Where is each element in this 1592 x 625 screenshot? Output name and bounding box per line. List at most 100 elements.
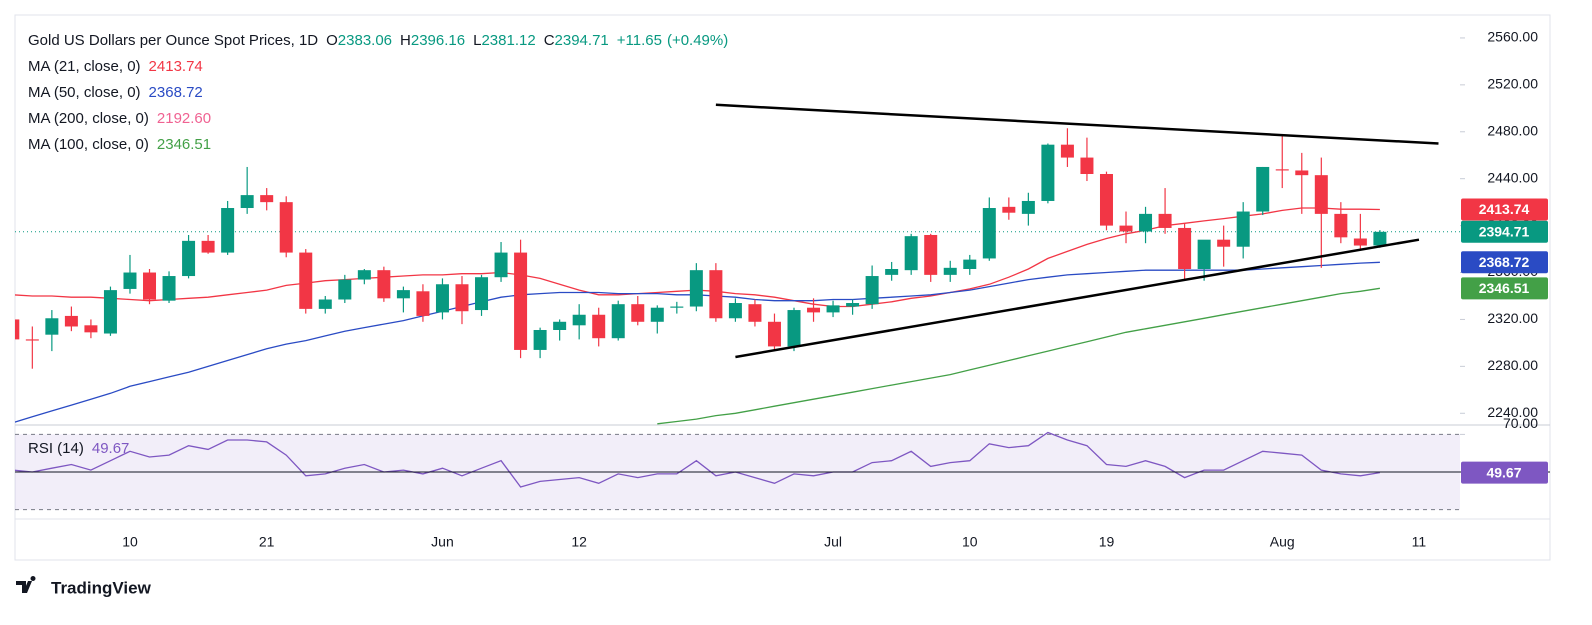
change-pct: (+0.49%) xyxy=(667,32,728,49)
candle-body xyxy=(1002,206,1016,213)
legend-entry: MA (100, close, 0) 2346.51 xyxy=(28,136,211,153)
candle-body xyxy=(279,202,293,253)
y-tick-label: 2560.00 xyxy=(1487,29,1538,45)
close-value: 2394.71 xyxy=(555,32,609,49)
legend-name: MA (200, close, 0) xyxy=(28,110,149,127)
y-tick-label: 2240.00 xyxy=(1487,404,1538,420)
candle-body xyxy=(748,304,762,322)
candle-body xyxy=(1197,239,1211,270)
candle-body xyxy=(435,284,449,313)
candle-body xyxy=(592,314,606,339)
candle-body xyxy=(377,270,391,299)
watermark: TradingView xyxy=(51,578,152,597)
x-tick-label: 10 xyxy=(962,534,978,550)
candle-body xyxy=(924,234,938,275)
rsi-tick-label: 70.00 xyxy=(1503,415,1538,431)
legend-name: MA (100, close, 0) xyxy=(28,136,149,153)
candle-body xyxy=(1236,211,1250,247)
candle-body xyxy=(807,307,821,313)
y-tick-label: 2280.00 xyxy=(1487,357,1538,373)
x-tick-label: 10 xyxy=(122,534,138,550)
legend-value: 2192.60 xyxy=(157,110,211,127)
change: +11.65 xyxy=(617,32,662,49)
candle-body xyxy=(1295,170,1309,176)
high-value: 2396.16 xyxy=(411,32,465,49)
candle-body xyxy=(299,252,313,309)
candle-body xyxy=(143,272,157,300)
rsi-legend: RSI (14) 49.67 xyxy=(28,440,129,457)
candle-body xyxy=(1139,213,1153,232)
overlay: 2240.002280.002320.002360.002400.002440.… xyxy=(15,29,1550,484)
candle-body xyxy=(318,299,332,309)
low-label: L xyxy=(473,32,481,49)
legend: MA (21, close, 0) 2413.74 MA (50, close, 0… xyxy=(28,58,211,153)
candle-body xyxy=(611,304,625,339)
candle-body xyxy=(885,269,899,275)
close-label: C xyxy=(544,32,555,49)
candle-body xyxy=(260,195,274,203)
candle-body xyxy=(904,236,918,271)
candle-body xyxy=(631,304,645,322)
rsi-name: RSI (14) xyxy=(28,440,84,457)
candle-body xyxy=(182,240,196,277)
x-tick-label: 21 xyxy=(259,534,275,550)
candle-body xyxy=(767,321,781,347)
price-badge-label: 2413.74 xyxy=(1479,201,1530,217)
candle-body xyxy=(162,276,176,301)
header: Gold US Dollars per Ounce Spot Prices, 1… xyxy=(28,32,728,49)
candle-body xyxy=(1256,166,1270,212)
candle-body xyxy=(728,303,742,319)
legend-name: MA (21, close, 0) xyxy=(28,58,141,75)
frame xyxy=(14,14,1551,561)
chart-title: Gold US Dollars per Ounce Spot Prices, 1… xyxy=(28,32,318,49)
candle-body xyxy=(1314,175,1328,214)
candle-body xyxy=(943,267,957,275)
candle-body xyxy=(1275,169,1289,171)
candle-body xyxy=(103,290,117,334)
y-tick-label: 2440.00 xyxy=(1487,169,1538,185)
candle-body xyxy=(1334,213,1348,238)
trendline xyxy=(715,103,1439,145)
price-badge xyxy=(1461,220,1548,243)
legend-value: 2413.74 xyxy=(149,58,203,75)
candle-body xyxy=(64,315,78,327)
candle-body xyxy=(475,277,489,311)
candle-body xyxy=(1353,238,1367,246)
candle-body xyxy=(1119,225,1133,232)
low-value: 2381.12 xyxy=(481,32,535,49)
candle-body xyxy=(25,339,39,341)
trendline xyxy=(735,238,1420,359)
y-tick-label: 2520.00 xyxy=(1487,76,1538,92)
candle-body xyxy=(240,195,254,209)
candle-body xyxy=(865,276,879,305)
candle-body xyxy=(15,319,20,340)
x-tick-label: Jun xyxy=(431,534,454,550)
price-badge xyxy=(1461,461,1548,484)
candle-body xyxy=(1021,200,1035,214)
candle-body xyxy=(1041,144,1055,201)
candle-body xyxy=(963,259,977,270)
candle-body xyxy=(123,272,137,289)
x-tick-label: Jul xyxy=(824,534,842,550)
rsi-line xyxy=(15,431,1381,488)
y-tick-label: 2320.00 xyxy=(1487,310,1538,326)
candle-body xyxy=(982,208,996,259)
candle-body xyxy=(494,252,508,278)
ma-line xyxy=(657,287,1380,425)
legend-name: MA (50, close, 0) xyxy=(28,84,141,101)
candle-body xyxy=(455,284,469,312)
y-tick-label: 2480.00 xyxy=(1487,122,1538,138)
candle-body xyxy=(396,290,410,299)
logo-mark xyxy=(16,576,36,593)
x-tick-label: 19 xyxy=(1099,534,1115,550)
candle-body xyxy=(1178,227,1192,270)
x-tick-label: Aug xyxy=(1270,534,1295,550)
candle-body xyxy=(553,321,567,330)
price-badge-label: 2346.51 xyxy=(1479,280,1530,296)
price-badge xyxy=(1461,198,1548,221)
x-tick-label: 12 xyxy=(571,534,587,550)
candle-body xyxy=(1099,173,1113,226)
x-tick-label: 11 xyxy=(1412,534,1427,550)
candle-body xyxy=(1080,157,1094,174)
